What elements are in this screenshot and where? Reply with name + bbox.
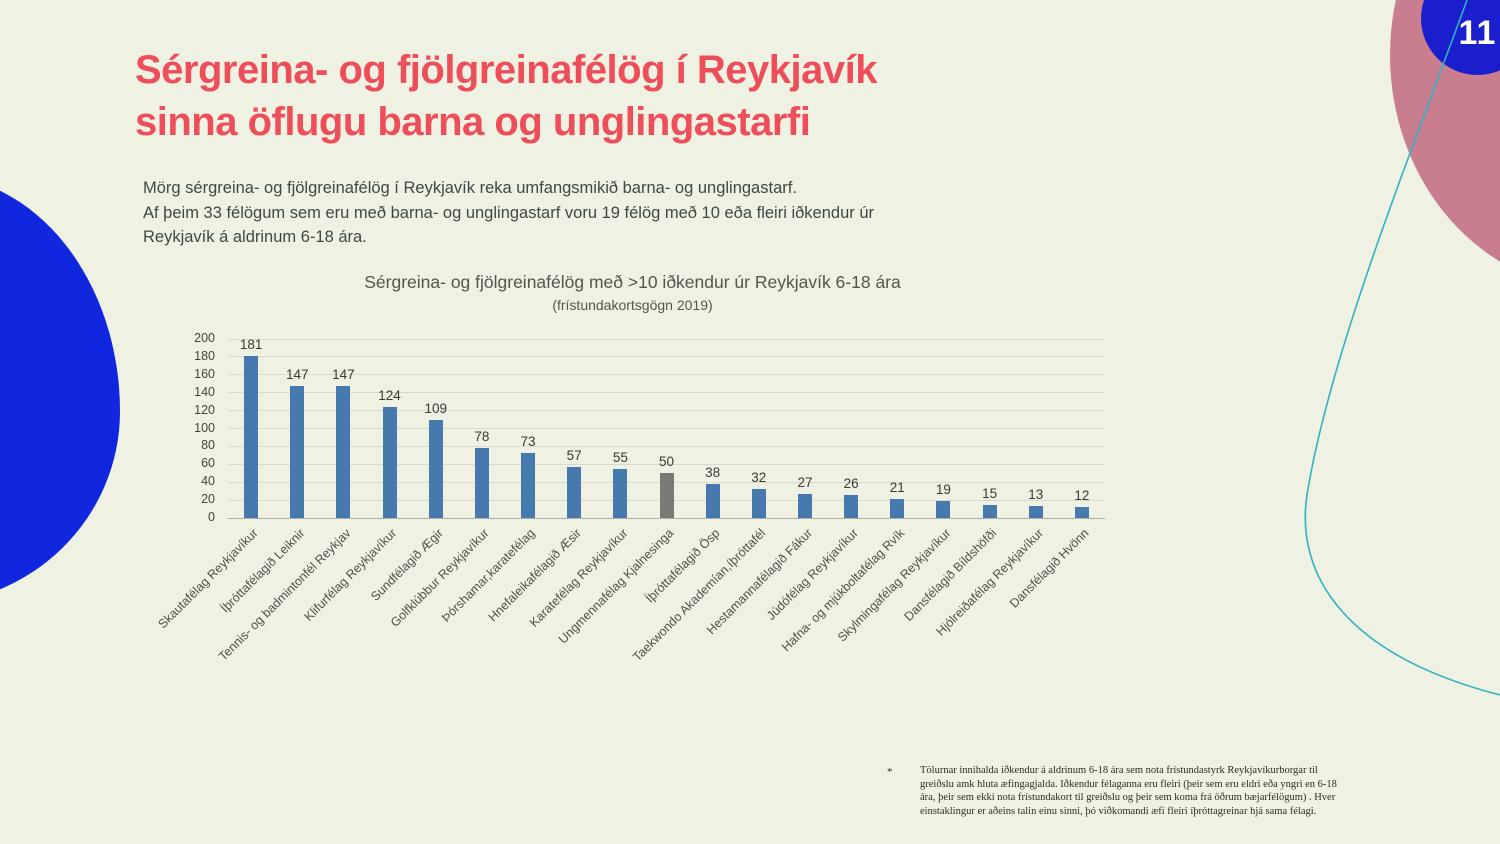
bar-value-label: 109 bbox=[424, 401, 447, 417]
bar-value-label: 13 bbox=[1028, 487, 1044, 503]
gridline bbox=[228, 374, 1105, 376]
intro-line1: Mörg sérgreina- og fjölgreinafélög í Rey… bbox=[143, 179, 797, 197]
gridline bbox=[228, 410, 1105, 412]
bar-value-label: 55 bbox=[612, 449, 628, 465]
bar bbox=[474, 448, 489, 518]
slide-title: Sérgreina- og fjölgreinafélög í Reykjaví… bbox=[135, 44, 877, 148]
plot-area: 0 20 40 60 80 100 120 140 160 180 200 181 Skautaféla… bbox=[156, 331, 1105, 664]
bar bbox=[797, 493, 812, 518]
bar-value-label: 15 bbox=[982, 485, 998, 501]
bar-value-label: 181 bbox=[239, 337, 263, 353]
bar bbox=[613, 468, 628, 518]
bar-value-label: 73 bbox=[520, 433, 536, 449]
gridline bbox=[228, 445, 1105, 447]
chart-title: Sérgreina- og fjölgreinafélög með >10 ið… bbox=[364, 272, 901, 292]
gridline bbox=[228, 356, 1105, 358]
x-axis-line bbox=[228, 517, 1105, 519]
bar bbox=[659, 473, 674, 518]
bar bbox=[567, 467, 582, 518]
y-tick-label: 140 bbox=[194, 384, 215, 399]
bar-value-label: 32 bbox=[751, 470, 767, 486]
bar-value-label: 78 bbox=[474, 429, 490, 445]
slide-title-line1: Sérgreina- og fjölgreinafélög í Reykjaví… bbox=[135, 48, 877, 92]
bar-value-label: 12 bbox=[1074, 488, 1090, 504]
y-tick-label: 160 bbox=[194, 366, 215, 381]
bar bbox=[428, 420, 443, 518]
category-label: Klifurfélag Reykjavíkur bbox=[301, 526, 400, 624]
bar bbox=[382, 407, 397, 518]
y-tick-label: 200 bbox=[194, 331, 215, 345]
slide-title-line2: sinna öflugu barna og unglingastarfi bbox=[135, 100, 811, 144]
bar bbox=[521, 452, 536, 518]
y-tick-label: 60 bbox=[201, 456, 215, 471]
bar bbox=[336, 386, 351, 518]
bar bbox=[244, 356, 259, 518]
category-label: Dansfélagið Hvönn bbox=[1007, 526, 1092, 611]
bar-value-label: 38 bbox=[705, 464, 721, 480]
y-tick-label: 80 bbox=[201, 438, 215, 453]
bar-value-label: 21 bbox=[889, 480, 905, 496]
bar bbox=[1074, 507, 1089, 518]
bar bbox=[290, 386, 305, 518]
y-tick-label: 120 bbox=[194, 402, 215, 417]
bar bbox=[936, 501, 951, 518]
bar-value-label: 50 bbox=[658, 454, 675, 470]
bar bbox=[844, 494, 859, 518]
bar bbox=[890, 499, 905, 518]
intro-paragraph: Mörg sérgreina- og fjölgreinafélög í Rey… bbox=[143, 176, 874, 250]
gridline bbox=[228, 428, 1105, 429]
y-tick-label: 180 bbox=[194, 348, 215, 363]
bar-value-label: 147 bbox=[332, 367, 355, 383]
bar bbox=[1028, 506, 1043, 518]
category-label: Júdófélag Reykjavíkur bbox=[764, 526, 862, 623]
gridline bbox=[228, 392, 1105, 394]
y-tick-label: 100 bbox=[194, 420, 215, 435]
bar-value-label: 147 bbox=[285, 367, 309, 383]
category-label: Hnefaleikafélagið Æsir bbox=[485, 526, 585, 625]
intro-line2: Af þeim 33 félögum sem eru með barna- og… bbox=[143, 203, 874, 222]
bar bbox=[982, 504, 997, 518]
bar bbox=[751, 489, 766, 518]
bar-value-label: 19 bbox=[935, 481, 951, 497]
bar-value-label: 57 bbox=[566, 447, 582, 463]
category-label: Íþróttafélagið Leiknir bbox=[217, 526, 308, 616]
footnote-marker: * bbox=[887, 766, 893, 778]
chart-subtitle: (frístundakortsgögn 2019) bbox=[552, 297, 713, 313]
category-label: Dansfélagið Bíldshöfði bbox=[901, 526, 1000, 624]
y-tick-label: 40 bbox=[201, 474, 215, 489]
gridline bbox=[228, 463, 1105, 465]
bar-value-label: 26 bbox=[843, 475, 859, 491]
bar-value-label: 124 bbox=[378, 388, 401, 404]
footnote-text: Tölurnar innihalda iðkendur á aldrinum 6… bbox=[920, 765, 1337, 817]
page-number: 11 bbox=[1458, 14, 1497, 52]
blue-blob-decoration bbox=[0, 175, 120, 605]
bar bbox=[705, 484, 720, 518]
bar-value-label: 27 bbox=[797, 474, 813, 490]
y-tick-label: 0 bbox=[208, 510, 215, 524]
gridline bbox=[228, 338, 1105, 340]
intro-line3: Reykjavík á aldrinum 6-18 ára. bbox=[143, 228, 367, 246]
y-tick-label: 20 bbox=[201, 492, 215, 507]
